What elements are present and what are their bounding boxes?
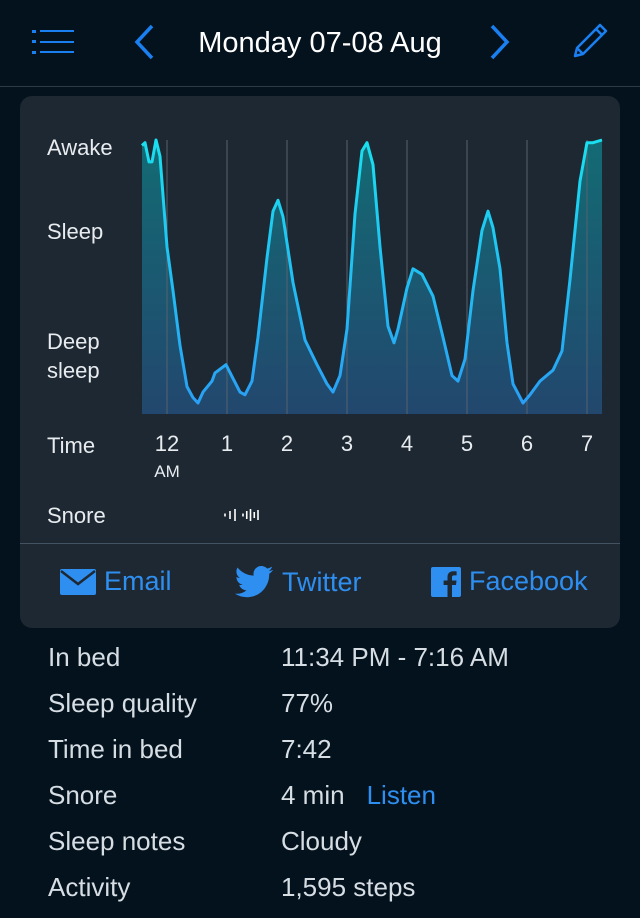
x-tick-label: 3 bbox=[340, 431, 354, 456]
stat-row: Time in bed 7:42 bbox=[48, 734, 509, 780]
y-label-sleep: Sleep bbox=[47, 219, 104, 244]
top-bar: Monday 07-08 Aug bbox=[0, 0, 640, 87]
x-tick-label: 6 bbox=[520, 431, 534, 456]
share-twitter-button[interactable]: Twitter bbox=[234, 566, 362, 598]
snore-mark bbox=[242, 513, 244, 517]
edit-button[interactable] bbox=[566, 20, 612, 64]
x-axis-label: Time bbox=[47, 433, 96, 458]
snore-label: Snore bbox=[47, 503, 106, 528]
stat-label: Snore bbox=[48, 780, 118, 810]
snore-mark bbox=[245, 511, 248, 519]
sleep-area-fill bbox=[142, 140, 602, 414]
x-tick-label: 2 bbox=[280, 431, 294, 456]
sleep-graph bbox=[140, 138, 603, 521]
chevron-left-icon bbox=[134, 24, 154, 60]
sleep-graph-card: Awake Sleep Deep sleep Time 12 AM 1 2 3 4 5 6 7 … bbox=[20, 96, 620, 628]
stat-value: 11:34 PM - 7:16 AM bbox=[281, 642, 509, 672]
snore-mark bbox=[224, 513, 226, 517]
date-title: Monday 07-08 Aug bbox=[198, 27, 442, 59]
y-label-deep-sleep: Deep sleep bbox=[47, 329, 100, 383]
snore-mark bbox=[249, 509, 252, 521]
x-tick-label: 1 bbox=[220, 431, 234, 456]
stat-label: In bed bbox=[48, 642, 121, 672]
share-email-label: Email bbox=[104, 566, 172, 596]
menu-button[interactable] bbox=[28, 20, 78, 64]
snore-mark bbox=[234, 509, 236, 521]
stat-row: In bed 11:34 PM - 7:16 AM bbox=[48, 642, 509, 688]
stat-label: Time in bed bbox=[48, 734, 183, 764]
x-tick-label: 12 bbox=[154, 431, 180, 456]
stat-value: 77% bbox=[281, 688, 334, 718]
divider bbox=[20, 543, 620, 544]
share-facebook-label: Facebook bbox=[469, 566, 588, 596]
share-twitter-label: Twitter bbox=[282, 566, 362, 597]
stat-label: Activity bbox=[48, 872, 131, 902]
listen-link[interactable]: Listen bbox=[366, 780, 436, 810]
x-tick-sublabel: AM bbox=[154, 462, 180, 481]
stat-row: Snore 4 min Listen bbox=[48, 780, 509, 826]
next-day-button[interactable] bbox=[482, 20, 516, 64]
snore-mark bbox=[229, 511, 231, 519]
x-tick-label: 7 bbox=[580, 431, 594, 456]
facebook-icon bbox=[431, 566, 461, 597]
list-icon bbox=[32, 30, 74, 54]
stat-row: Sleep quality 77% bbox=[48, 688, 509, 734]
x-tick-label: 4 bbox=[400, 431, 414, 456]
share-email-button[interactable]: Email bbox=[60, 566, 172, 597]
twitter-bird-icon bbox=[234, 566, 274, 598]
sleep-line bbox=[140, 138, 603, 405]
share-facebook-button[interactable]: Facebook bbox=[431, 566, 588, 597]
stat-value: 7:42 bbox=[281, 734, 332, 764]
envelope-icon bbox=[60, 568, 96, 595]
x-tick-label: 5 bbox=[460, 431, 474, 456]
snore-mark bbox=[257, 510, 259, 520]
snore-mark bbox=[253, 512, 256, 518]
stat-value: 1,595 steps bbox=[281, 872, 416, 902]
stat-row: Activity 1,595 steps bbox=[48, 872, 509, 918]
stat-label: Sleep notes bbox=[48, 826, 186, 856]
sleep-stats: In bed 11:34 PM - 7:16 AM Sleep quality 77%… bbox=[48, 642, 509, 918]
stat-value: 4 min bbox=[281, 780, 345, 810]
stat-value: Cloudy bbox=[281, 826, 362, 856]
stat-label: Sleep quality bbox=[48, 688, 197, 718]
y-label-awake: Awake bbox=[47, 135, 113, 160]
chevron-right-icon bbox=[490, 24, 510, 60]
previous-day-button[interactable] bbox=[128, 20, 162, 64]
stat-row: Sleep notes Cloudy bbox=[48, 826, 509, 872]
pencil-icon bbox=[573, 23, 608, 58]
